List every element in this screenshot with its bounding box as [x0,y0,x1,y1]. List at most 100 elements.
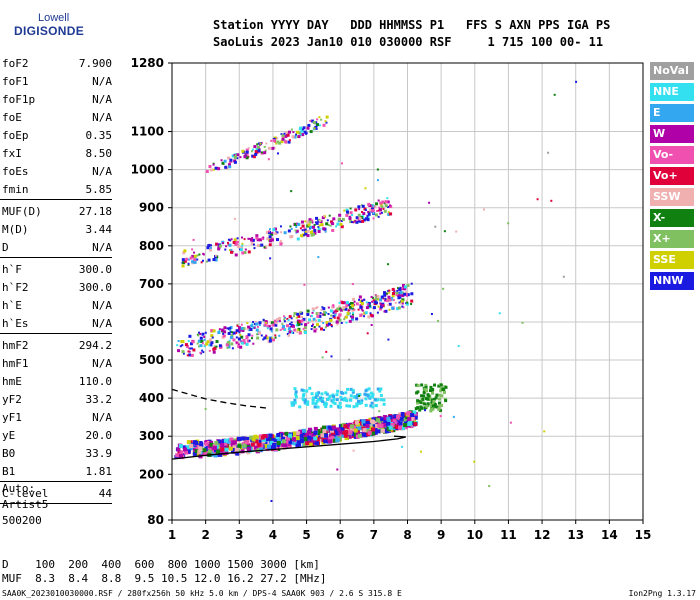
echo-point [316,123,320,127]
legend-item-noval: NoVal [650,62,694,80]
echo-point [213,453,218,458]
echo-point [328,214,331,217]
param-name: yF1 [2,411,22,424]
echo-point [368,395,372,399]
echo-point [231,347,234,350]
echo-point [240,327,244,331]
echo-point [311,307,315,311]
echo-point [263,151,267,155]
echo-point [400,412,405,417]
echo-point [375,424,380,429]
echo-point [223,438,228,443]
echo-point [237,326,241,330]
echo-point [351,308,355,312]
echo-point [258,321,262,325]
echo-point [187,258,190,261]
echo-point [444,399,448,403]
echo-point [246,447,251,452]
echo-point [316,306,319,309]
echo-point [338,307,342,311]
echo-point [270,321,274,325]
echo-point [362,218,366,222]
echo-point [286,324,290,328]
echo-point [361,419,366,424]
echo-point [315,319,318,322]
param-row: foEp 0.35 [2,129,112,147]
echo-point [335,309,339,313]
echo-point [349,211,353,215]
echo-point [294,392,298,396]
x-tick-label: 12 [534,528,551,542]
echo-point [434,225,437,228]
echo-point [384,299,387,302]
echo-point [311,230,314,233]
echo-point [359,220,362,223]
echo-point [299,438,304,443]
echo-point [315,435,318,438]
echo-point [297,314,301,318]
echo-point [237,444,242,449]
echo-point [181,453,186,458]
echo-point [191,254,195,258]
echo-point [338,213,342,217]
echo-point [186,449,191,454]
echo-point [303,228,307,232]
echo-point [184,450,189,455]
echo-point [366,215,369,218]
logo-lowell-text: Lowell [38,12,70,24]
legend-item-ssw: SSW [650,188,694,206]
echo-point [383,310,386,313]
echo-point [319,312,322,315]
param-value: 3.44 [85,223,113,236]
echo-point [379,423,384,428]
echo-point [284,440,289,445]
echo-point [205,169,209,173]
echo-point [373,427,378,432]
echo-point [377,199,380,202]
echo-point [251,334,254,337]
echo-point [208,349,211,352]
echo-point [260,435,265,440]
echo-point [319,396,323,400]
echo-point [562,275,565,278]
echo-point [325,437,330,442]
echo-point [344,436,349,441]
echo-point [290,317,293,320]
echo-point [322,429,327,434]
echo-point [435,405,439,409]
echo-point [306,126,310,130]
echo-point [201,342,204,345]
echo-point [182,261,186,265]
muf-table-muf-row: MUF 8.3 8.4 8.8 9.5 10.5 12.0 16.2 27.2 … [2,572,327,585]
echo-point [336,222,340,226]
echo-point [216,243,219,246]
echo-point [340,321,343,324]
echo-point [296,431,301,436]
echo-point [299,433,304,438]
echo-point [251,437,256,442]
echo-point [262,318,265,321]
echo-point [187,350,190,353]
echo-point [303,283,306,286]
echo-point [300,388,304,392]
echo-point [214,254,217,257]
echo-point [265,334,268,337]
param-separator [0,503,112,504]
echo-point [238,331,241,334]
echo-point [342,301,346,305]
echo-point [225,245,228,248]
echo-point [262,338,265,341]
echo-point [422,394,426,398]
echo-point [358,216,362,220]
echo-point [421,397,425,401]
echo-point [415,383,419,387]
echo-point [311,311,314,314]
echo-point [181,350,185,354]
echo-point [385,299,389,303]
echo-point [379,393,383,397]
echo-point [321,313,324,316]
echo-point [379,387,383,391]
echo-point [283,328,287,332]
echo-point [361,432,366,437]
echo-point [280,133,283,136]
